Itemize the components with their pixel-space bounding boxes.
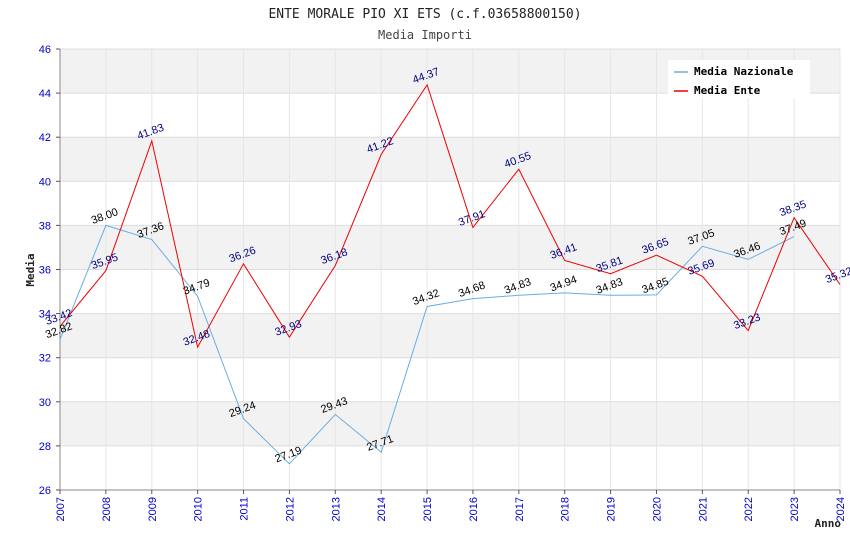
chart-subtitle: Media Importi — [378, 28, 472, 42]
x-tick-label: 2013 — [330, 497, 342, 521]
plot-band — [60, 445, 840, 490]
plot-band — [60, 225, 840, 270]
x-axis-label: Anno — [815, 517, 842, 530]
y-tick-label: 26 — [39, 485, 51, 497]
y-axis-ticks: 26 28 30 32 34 36 38 40 42 44 46 — [39, 44, 60, 497]
plot-band — [60, 313, 840, 358]
y-tick-label: 30 — [39, 397, 51, 409]
y-tick-label: 40 — [39, 176, 51, 188]
x-tick-label: 2007 — [55, 497, 67, 521]
y-tick-label: 32 — [39, 353, 51, 365]
series-lines — [59, 83, 841, 465]
plot-band — [60, 269, 840, 314]
y-tick-label: 36 — [39, 265, 51, 277]
y-tick-label: 42 — [39, 132, 51, 144]
plot-band — [60, 401, 840, 446]
legend-box — [668, 60, 810, 98]
x-tick-label: 2020 — [651, 497, 663, 521]
plot-band — [60, 357, 840, 402]
x-tick-label: 2009 — [147, 497, 159, 521]
x-tick-label: 2014 — [376, 497, 388, 521]
plot-band — [60, 93, 840, 138]
y-tick-label: 46 — [39, 44, 51, 56]
x-tick-label: 2019 — [606, 497, 618, 521]
chart-title: ENTE MORALE PIO XI ETS (c.f.03658800150) — [268, 7, 581, 22]
x-tick-label: 2022 — [743, 497, 755, 521]
plot-band — [60, 137, 840, 182]
legend: Media Nazionale Media Ente — [668, 60, 810, 98]
x-tick-label: 2008 — [101, 497, 113, 521]
y-tick-label: 44 — [39, 88, 51, 100]
x-tick-label: 2023 — [789, 497, 801, 521]
plot-background — [60, 49, 840, 490]
y-tick-label: 38 — [39, 220, 51, 232]
y-axis-label: Media — [24, 253, 37, 286]
x-tick-label: 2016 — [468, 497, 480, 521]
x-tick-label: 2021 — [697, 497, 709, 521]
legend-label-nazionale: Media Nazionale — [694, 65, 794, 78]
y-tick-label: 34 — [39, 309, 51, 321]
x-tick-label: 2012 — [284, 497, 296, 521]
series-line-ente — [59, 83, 841, 349]
x-tick-label: 2018 — [560, 497, 572, 521]
x-tick-label: 2010 — [193, 497, 205, 521]
legend-label-ente: Media Ente — [694, 84, 761, 97]
y-tick-label: 28 — [39, 441, 51, 453]
x-tick-label: 2011 — [239, 497, 251, 521]
x-tick-label: 2015 — [422, 497, 434, 521]
x-tick-label: 2024 — [835, 497, 847, 521]
x-axis-ticks: 2007 2008 2009 2010 2011 2012 2013 2014 2015 2016… — [55, 490, 847, 521]
x-tick-label: 2017 — [514, 497, 526, 521]
plot-band — [60, 181, 840, 226]
